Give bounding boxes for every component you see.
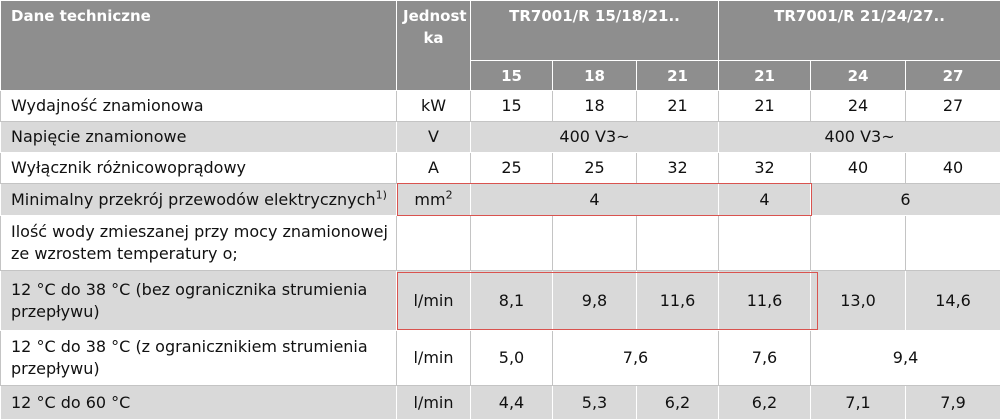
row: Wyłącznik różnicowoprądowy A 25 25 32 32…: [1, 153, 1000, 184]
row: Wydajność znamionowa kW 15 18 21 21 24 2…: [1, 91, 1000, 122]
highlight-box: [397, 183, 812, 216]
cell: 14,6: [906, 271, 1000, 331]
cell: 400 V3~: [471, 122, 719, 153]
row-label: 12 °C do 38 °C (z ogranicznikiem strumie…: [1, 331, 397, 386]
row-label: Ilość wody zmieszanej przy mocy znamiono…: [1, 216, 397, 271]
model: 18: [553, 61, 637, 91]
cell: 25: [471, 153, 553, 184]
row-label: Napięcie znamionowe: [1, 122, 397, 153]
header-unit-line: Jednost: [403, 5, 464, 27]
cell: 40: [906, 153, 1000, 184]
cell: 13,0: [811, 271, 906, 331]
unit: l/min: [397, 386, 471, 420]
cell: 32: [719, 153, 811, 184]
row: 12 °C do 60 °C l/min 4,4 5,3 6,2 6,2 7,1…: [1, 386, 1000, 420]
cell: 7,9: [906, 386, 1000, 420]
cell: 27: [906, 91, 1000, 122]
row-label: Wyłącznik różnicowoprądowy: [1, 153, 397, 184]
cell: 6,2: [719, 386, 811, 420]
cell: 21: [719, 91, 811, 122]
row: Ilość wody zmieszanej przy mocy znamiono…: [1, 216, 1000, 271]
row-label-cell: Minimalny przekrój przewodów elektryczny…: [1, 184, 397, 216]
row-label: Wydajność znamionowa: [1, 91, 397, 122]
header-unit-line: ka: [403, 27, 464, 49]
empty-cell: [719, 216, 811, 271]
cell: 7,6: [719, 331, 811, 386]
header-group: TR7001/R 21/24/27..: [719, 1, 1000, 61]
cell: 40: [811, 153, 906, 184]
cell: 15: [471, 91, 553, 122]
empty-cell: [471, 216, 553, 271]
row: 12 °C do 38 °C (z ogranicznikiem strumie…: [1, 331, 1000, 386]
empty-cell: [906, 216, 1000, 271]
row-label: 12 °C do 38 °C (bez ogranicznika strumie…: [1, 271, 397, 331]
footnote-mark: 1): [376, 188, 387, 201]
empty-cell: [811, 216, 906, 271]
cell: 24: [811, 91, 906, 122]
cell: 4,4: [471, 386, 553, 420]
unit: kW: [397, 91, 471, 122]
cell: 9,4: [811, 331, 1000, 386]
cell: 7,1: [811, 386, 906, 420]
cell: 32: [637, 153, 719, 184]
model: 21: [637, 61, 719, 91]
cell: 5,3: [553, 386, 637, 420]
cell: 6,2: [637, 386, 719, 420]
cell: 6: [811, 184, 1000, 216]
cell: 7,6: [553, 331, 719, 386]
empty-cell: [553, 216, 637, 271]
header-group: TR7001/R 15/18/21..: [471, 1, 719, 61]
model: 15: [471, 61, 553, 91]
empty-cell: [397, 216, 471, 271]
highlight-box: [397, 272, 818, 330]
row-label: 12 °C do 60 °C: [1, 386, 397, 420]
model: 24: [811, 61, 906, 91]
cell: 5,0: [471, 331, 553, 386]
unit: l/min: [397, 331, 471, 386]
cell: 18: [553, 91, 637, 122]
unit: A: [397, 153, 471, 184]
empty-cell: [637, 216, 719, 271]
cell: 25: [553, 153, 637, 184]
row: Napięcie znamionowe V 400 V3~ 400 V3~: [1, 122, 1000, 153]
model: 21: [719, 61, 811, 91]
cell: 21: [637, 91, 719, 122]
header-title: Dane techniczne: [1, 1, 397, 91]
cell: 400 V3~: [719, 122, 1000, 153]
unit: V: [397, 122, 471, 153]
model: 27: [906, 61, 1000, 91]
row-label: Minimalny przekrój przewodów elektryczny…: [11, 190, 376, 209]
